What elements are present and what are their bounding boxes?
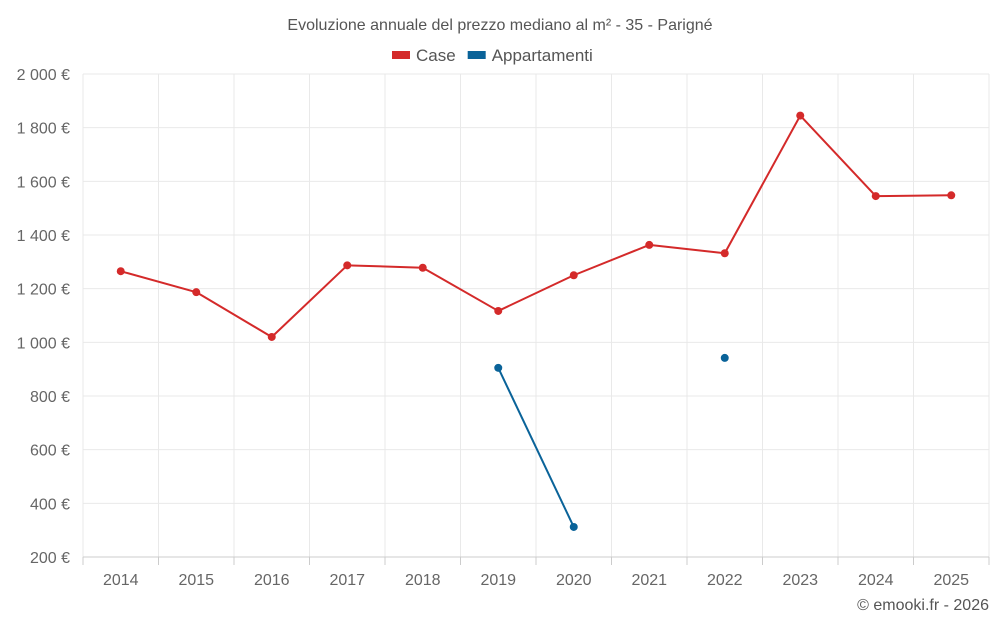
legend-swatch xyxy=(467,51,486,59)
x-tick-label: 2020 xyxy=(556,572,592,589)
data-point-appartamenti[interactable] xyxy=(494,363,503,372)
data-point-appartamenti[interactable] xyxy=(569,522,578,531)
x-tick-label: 2014 xyxy=(103,572,139,589)
x-tick-labels: 2014 2015 2016 2017 2018 2019 2020 2021 2022 2023… xyxy=(103,572,969,589)
chart-title: Evoluzione annuale del prezzo mediano al… xyxy=(287,17,712,34)
y-tick-label: 800 € xyxy=(30,389,70,406)
data-point-case[interactable] xyxy=(267,332,276,341)
x-tick-label: 2024 xyxy=(858,572,894,589)
x-gridlines xyxy=(82,74,990,557)
series-layer xyxy=(116,111,956,531)
y-tick-labels: 200 € 400 € 600 € 800 € 1 000 € 1 200 € 1 400 … xyxy=(17,67,70,567)
credit-text: © emooki.fr - 2026 xyxy=(857,597,989,614)
legend-label: Case xyxy=(416,46,456,65)
x-tick-label: 2018 xyxy=(405,572,441,589)
series-line-case xyxy=(120,114,952,338)
data-point-case[interactable] xyxy=(116,267,125,276)
series-case xyxy=(116,111,956,341)
y-tick-label: 1 200 € xyxy=(17,282,70,299)
series-appartamenti xyxy=(494,353,729,531)
y-tick-label: 1 000 € xyxy=(17,335,70,352)
y-tick-label: 400 € xyxy=(30,496,70,513)
x-tick-label: 2019 xyxy=(480,572,516,589)
legend-item[interactable]: Case xyxy=(392,46,456,65)
y-tick-label: 1 800 € xyxy=(17,121,70,138)
legend-label: Appartamenti xyxy=(492,46,593,65)
data-point-appartamenti[interactable] xyxy=(720,353,729,362)
data-point-case[interactable] xyxy=(192,288,201,297)
data-point-case[interactable] xyxy=(796,111,805,120)
data-point-case[interactable] xyxy=(343,261,352,270)
x-tick-label: 2021 xyxy=(631,572,667,589)
x-tick-label: 2022 xyxy=(707,572,743,589)
data-point-case[interactable] xyxy=(494,306,503,315)
legend-item[interactable]: Appartamenti xyxy=(467,46,593,65)
data-point-case[interactable] xyxy=(947,191,956,200)
x-axis xyxy=(82,556,990,565)
y-tick-label: 1 400 € xyxy=(17,228,70,245)
y-tick-label: 600 € xyxy=(30,443,70,460)
x-tick-label: 2017 xyxy=(329,572,365,589)
y-tick-label: 2 000 € xyxy=(17,67,70,84)
y-tick-label: 1 600 € xyxy=(17,174,70,191)
x-tick-label: 2023 xyxy=(782,572,818,589)
y-tick-label: 200 € xyxy=(30,550,70,567)
series-line-appartamenti xyxy=(497,367,575,528)
data-point-case[interactable] xyxy=(418,263,427,272)
data-point-case[interactable] xyxy=(645,240,654,249)
x-tick-label: 2016 xyxy=(254,572,290,589)
x-tick-label: 2015 xyxy=(178,572,214,589)
legend-swatch xyxy=(392,51,410,59)
legend: Case Appartamenti xyxy=(392,46,593,65)
data-point-case[interactable] xyxy=(569,271,578,280)
data-point-case[interactable] xyxy=(720,249,729,258)
data-point-case[interactable] xyxy=(871,192,880,201)
x-tick-label: 2025 xyxy=(933,572,969,589)
